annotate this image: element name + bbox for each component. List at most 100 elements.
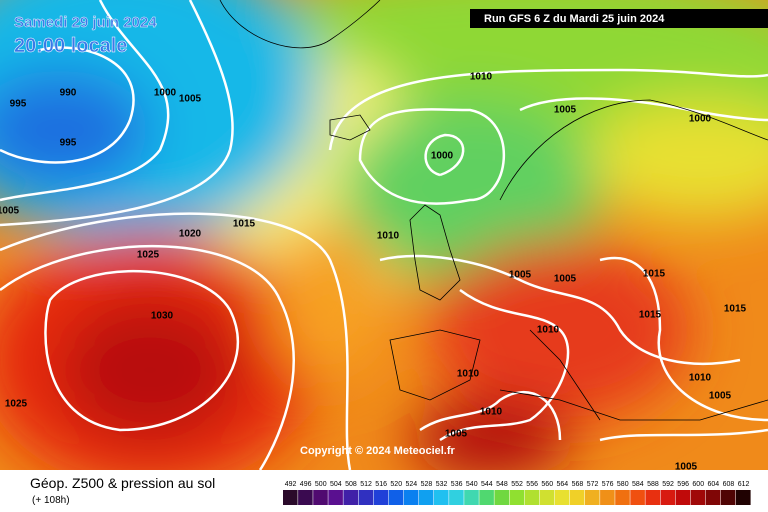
legend-label: 600 [692,481,704,488]
legend-swatch [479,490,494,505]
legend-label: 536 [451,481,463,488]
legend-label: 584 [632,481,644,488]
legend-swatch [358,490,374,505]
map-field [0,0,768,470]
isobar-label: 1000 [154,88,177,99]
legend-swatch [343,490,358,505]
legend-swatch [524,490,540,505]
legend-swatch [373,490,389,505]
isobar-label: 1005 [509,270,532,281]
isobar-labels: 9959909951000100510051010100510001000101… [0,72,747,473]
isobar-label: 1005 [554,274,577,285]
legend-label: 572 [587,481,599,488]
isobar-label: 1010 [470,72,493,83]
legend-label: 540 [466,481,478,488]
legend-label: 588 [647,481,659,488]
legend-label: 532 [436,481,448,488]
copyright: Copyright © 2024 Meteociel.fr [300,445,456,457]
legend-label: 608 [723,481,735,488]
legend-label: 596 [677,481,689,488]
isobar-label: 1015 [724,304,747,315]
lead-time: (+ 108h) [32,495,70,506]
legend-swatch [600,490,615,505]
isobar-label: 1005 [675,462,698,473]
legend-label: 560 [541,481,553,488]
legend-swatch [464,490,479,505]
isobar-label: 1015 [639,310,662,321]
legend-swatch [660,490,676,505]
isobar-label: 1005 [709,391,732,402]
legend-swatch [585,490,600,505]
legend-swatch [645,490,660,505]
isobar-label: 1010 [377,231,400,242]
run-info-box [470,9,768,28]
isobar-label: 1000 [689,114,712,125]
legend-swatch [434,490,449,505]
legend-swatch [569,490,585,505]
isobar-label: 995 [60,138,77,149]
valid-time: 20:00 locale [14,35,127,57]
isobar-label: 990 [60,88,77,99]
legend-label: 576 [602,481,614,488]
legend-swatch [449,490,464,505]
isobar-label: 995 [10,99,27,110]
legend-label: 548 [496,481,508,488]
legend-label: 524 [406,481,418,488]
isobar-label: 1010 [457,369,480,380]
legend-label: 516 [375,481,387,488]
legend-label: 580 [617,481,629,488]
legend-label: 528 [421,481,433,488]
isobar-label: 1005 [445,429,468,440]
legend-swatch [313,490,328,505]
legend-swatch [675,490,691,505]
isobar-label: 1010 [537,325,560,336]
isobar-label: 1005 [179,94,202,105]
legend-swatch [388,490,404,505]
valid-date: Samedi 29 juin 2024 [14,14,157,31]
legend-label: 504 [330,481,342,488]
legend-label: 508 [345,481,357,488]
legend-label: 496 [300,481,312,488]
legend-swatch [298,490,313,505]
legend-swatch [509,490,525,505]
isobar-label: 1000 [431,151,454,162]
legend-label: 612 [738,481,750,488]
isobar-label: 1015 [643,269,666,280]
legend-swatch [494,490,509,505]
legend-swatch [554,490,570,505]
legend-label: 500 [315,481,327,488]
legend: 492 496 500 504 508 512 516 520 524 528 532 536 540 5… [283,481,751,505]
legend-label: 544 [481,481,493,488]
legend-label: 520 [390,481,402,488]
isobar-label: 1010 [480,407,503,418]
legend-label: 604 [708,481,720,488]
legend-label: 512 [360,481,372,488]
isobars [0,0,768,470]
isobar-label: 1020 [179,229,202,240]
legend-swatch [615,490,630,505]
legend-swatch [690,490,706,505]
legend-swatch [736,490,751,505]
isobar-label: 1005 [0,206,20,217]
legend-label: 492 [285,481,297,488]
legend-label: 556 [526,481,538,488]
legend-swatch [720,490,736,505]
legend-swatch [705,490,721,505]
isobar-label: 1030 [151,311,174,322]
footer-title: Géop. Z500 & pression au sol [30,475,215,491]
legend-label: 564 [557,481,569,488]
legend-swatch [630,490,645,505]
legend-swatch [283,490,298,505]
legend-label: 568 [572,481,584,488]
isobar-label: 1015 [233,219,256,230]
legend-label: 552 [511,481,523,488]
run-info: Run GFS 6 Z du Mardi 25 juin 2024 [484,13,665,25]
legend-label: 592 [662,481,674,488]
legend-swatch [328,490,343,505]
isobar-label: 1025 [137,250,160,261]
coastlines [219,0,768,421]
isobar-label: 1010 [689,373,712,384]
legend-swatch [418,490,434,505]
legend-swatch [539,490,555,505]
